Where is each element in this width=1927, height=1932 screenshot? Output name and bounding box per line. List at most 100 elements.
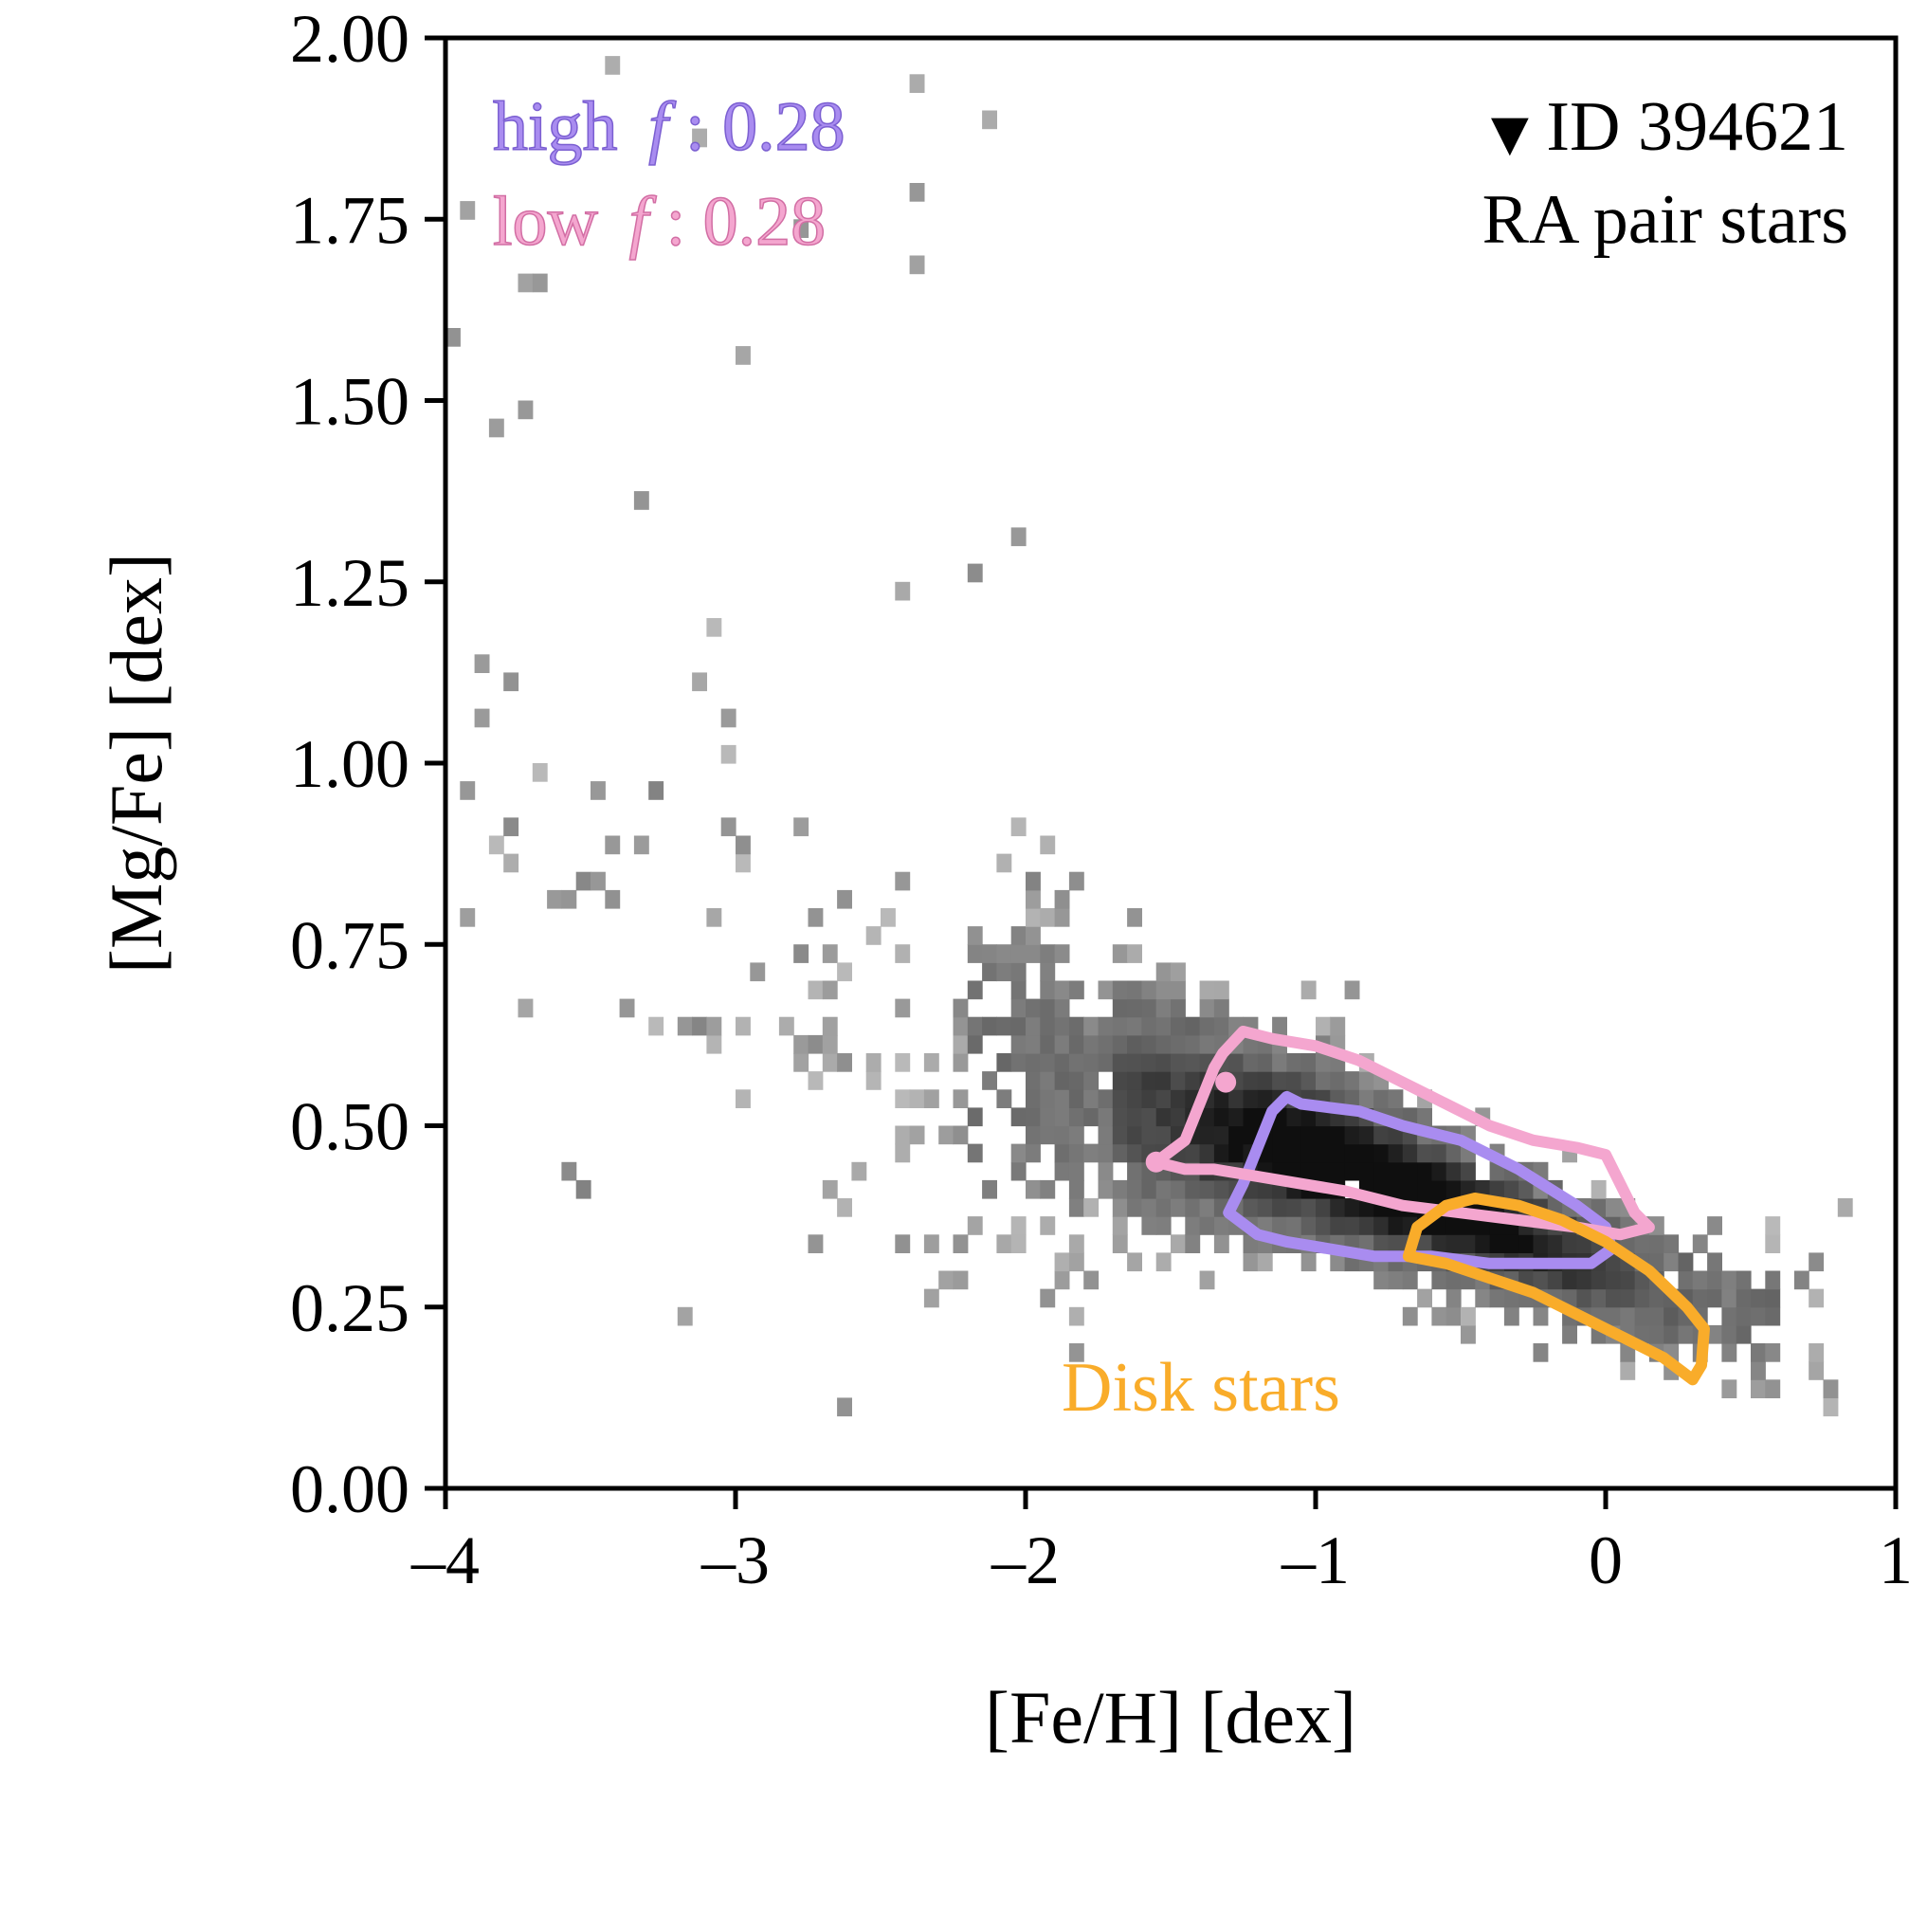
histogram-cell bbox=[1765, 1379, 1781, 1398]
histogram-cell bbox=[1388, 1161, 1404, 1181]
histogram-cell bbox=[1054, 889, 1070, 909]
histogram-cell bbox=[1692, 1270, 1708, 1290]
high-f-contour bbox=[1223, 1090, 1618, 1269]
histogram-cell bbox=[591, 871, 606, 891]
histogram-cell bbox=[547, 889, 562, 909]
histogram-cell bbox=[633, 835, 649, 855]
histogram-cell bbox=[1127, 1125, 1142, 1145]
histogram-cell bbox=[1127, 980, 1142, 1000]
histogram-cell bbox=[1083, 1016, 1100, 1036]
histogram-cell bbox=[1402, 1179, 1418, 1199]
y-tick-label: 1.00 bbox=[290, 726, 409, 802]
histogram-cell bbox=[1388, 1089, 1404, 1108]
histogram-cell bbox=[1257, 1053, 1273, 1072]
histogram-cell bbox=[1228, 1053, 1245, 1072]
histogram-cell bbox=[1358, 1125, 1374, 1145]
histogram-cell bbox=[1185, 1143, 1201, 1163]
histogram-cell bbox=[1213, 1107, 1229, 1127]
histogram-cell bbox=[1721, 1306, 1737, 1326]
histogram-cell bbox=[474, 708, 490, 728]
histogram-cell bbox=[1272, 1071, 1287, 1090]
histogram-cell bbox=[677, 1306, 693, 1326]
low-f-annotation: low f : 0.28 bbox=[493, 183, 826, 261]
histogram-cell bbox=[1316, 1143, 1331, 1163]
histogram-cell bbox=[1171, 1179, 1186, 1199]
histogram-cell bbox=[1068, 1143, 1084, 1163]
x-tick-label: –2 bbox=[991, 1522, 1060, 1598]
histogram-cell bbox=[982, 1016, 997, 1036]
histogram-cell bbox=[1026, 926, 1041, 945]
histogram-cell bbox=[1837, 1198, 1853, 1217]
histogram-cell bbox=[1751, 1379, 1766, 1398]
histogram-cell bbox=[1228, 1143, 1245, 1163]
histogram-cell bbox=[1286, 1143, 1302, 1163]
histogram-cell bbox=[1127, 1143, 1142, 1163]
histogram-cell bbox=[1098, 1107, 1114, 1127]
histogram-cell bbox=[1171, 1089, 1186, 1108]
histogram-cell bbox=[1141, 1034, 1157, 1054]
histogram-cell bbox=[692, 672, 707, 692]
histogram-cell bbox=[1344, 1216, 1360, 1235]
histogram-cell bbox=[1272, 1125, 1287, 1145]
histogram-cell bbox=[1736, 1306, 1752, 1326]
histogram-cell bbox=[1707, 1270, 1722, 1290]
histogram-cell bbox=[1692, 1288, 1708, 1308]
histogram-cell bbox=[1606, 1288, 1621, 1308]
histogram-cell bbox=[1445, 1288, 1462, 1308]
histogram-cell bbox=[967, 1143, 983, 1163]
histogram-cell bbox=[1417, 1107, 1432, 1127]
histogram-cell bbox=[1620, 1270, 1636, 1290]
histogram-cell bbox=[1010, 944, 1027, 963]
x-tick-label: 0 bbox=[1589, 1522, 1623, 1598]
histogram-cell bbox=[1155, 1016, 1172, 1036]
histogram-cell bbox=[1330, 1071, 1346, 1090]
histogram-cell bbox=[1171, 1016, 1186, 1036]
histogram-cell bbox=[1155, 980, 1172, 1000]
histogram-cell bbox=[706, 908, 722, 927]
histogram-cell bbox=[1358, 1143, 1374, 1163]
histogram-cell bbox=[851, 1161, 867, 1181]
histogram-cell bbox=[1040, 980, 1056, 1000]
histogram-cell bbox=[619, 998, 635, 1018]
histogram-cell bbox=[518, 273, 534, 293]
histogram-cell bbox=[1026, 1089, 1041, 1108]
histogram-cell bbox=[1098, 980, 1114, 1000]
histogram-cell bbox=[1300, 1071, 1317, 1090]
histogram-cell bbox=[953, 1125, 969, 1145]
histogram-cell bbox=[1112, 980, 1128, 1000]
histogram-cell bbox=[1054, 1071, 1070, 1090]
histogram-cell bbox=[996, 1234, 1012, 1253]
histogram-cell bbox=[532, 763, 548, 782]
histogram-cell bbox=[1010, 926, 1027, 945]
histogram-cell bbox=[1663, 1324, 1680, 1344]
histogram-cell bbox=[895, 1125, 911, 1145]
histogram-cell bbox=[1098, 1016, 1114, 1036]
histogram-cell bbox=[1127, 1198, 1142, 1217]
histogram-cell bbox=[1257, 1179, 1273, 1199]
histogram-cell bbox=[1721, 1270, 1737, 1290]
histogram-cell bbox=[1344, 1143, 1360, 1163]
histogram-cell bbox=[1330, 1161, 1346, 1181]
histogram-cell bbox=[1707, 1252, 1722, 1272]
histogram-cell bbox=[793, 1053, 809, 1072]
histogram-cell bbox=[1155, 1107, 1172, 1127]
histogram-cell bbox=[1185, 1179, 1201, 1199]
histogram-cell bbox=[1171, 1071, 1186, 1090]
histogram-cell bbox=[474, 654, 490, 673]
histogram-cell bbox=[1068, 1198, 1084, 1217]
y-tick-label: 0.75 bbox=[290, 907, 409, 983]
histogram-cell bbox=[982, 1179, 997, 1199]
histogram-cell bbox=[1155, 1125, 1172, 1145]
histogram-cell bbox=[1678, 1270, 1694, 1290]
histogram-cell bbox=[1330, 1252, 1346, 1272]
histogram-cell bbox=[1026, 1107, 1041, 1127]
histogram-cell bbox=[1127, 1053, 1142, 1072]
histogram-cell bbox=[1272, 1143, 1287, 1163]
histogram-cell bbox=[1068, 1234, 1084, 1253]
histogram-cell bbox=[953, 1234, 969, 1253]
histogram-cell bbox=[1620, 1288, 1636, 1308]
histogram-cell bbox=[591, 781, 606, 800]
histogram-cell bbox=[1185, 1034, 1201, 1054]
histogram-cell bbox=[1445, 1143, 1462, 1163]
y-axis-ticks: 0.00 0.25 0.50 0.75 1.00 1.25 1.50 1.75 2.00 bbox=[290, 1, 445, 1527]
